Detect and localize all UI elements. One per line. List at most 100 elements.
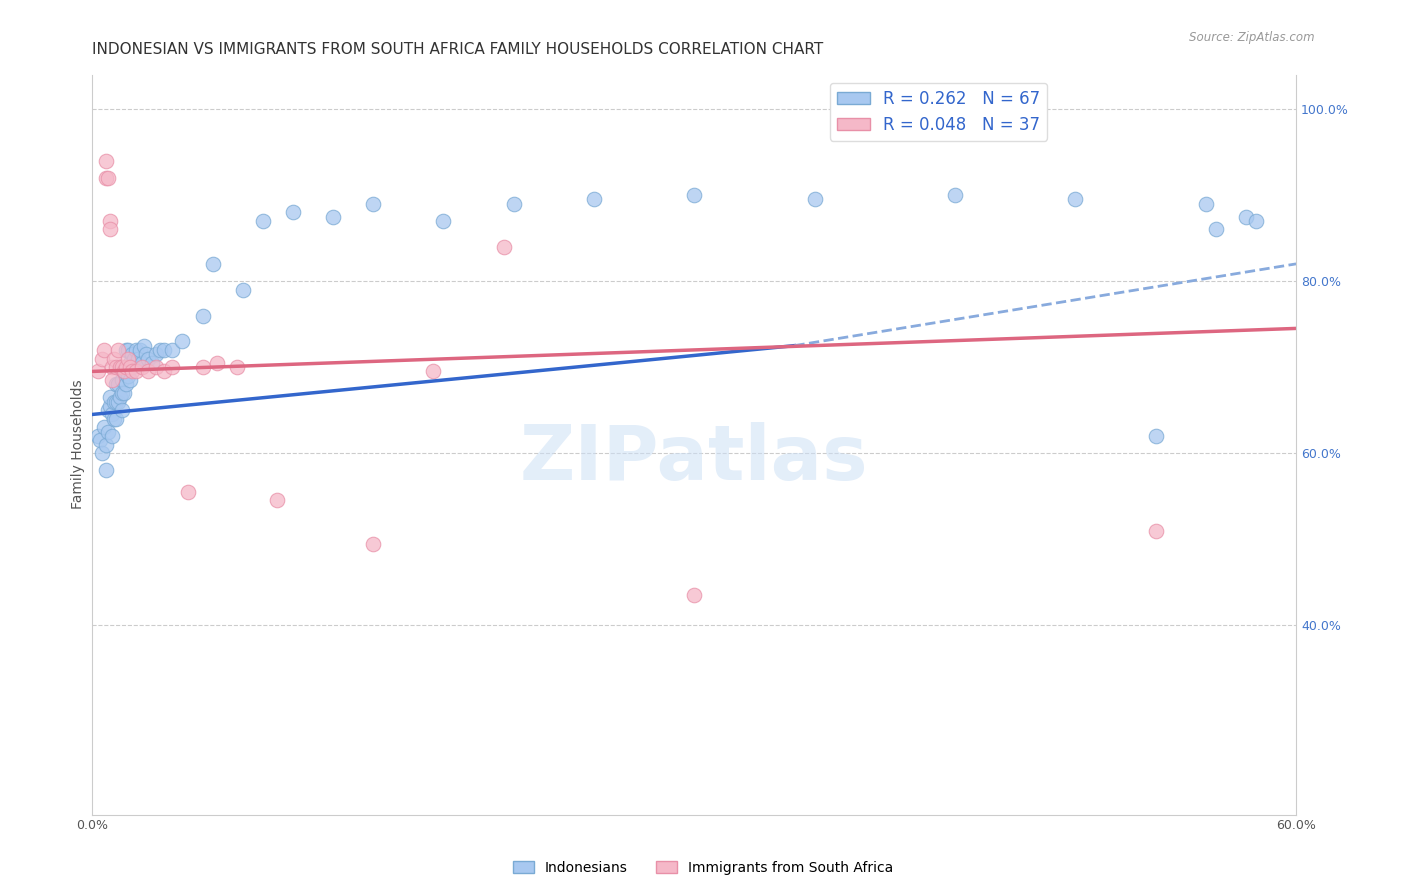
Point [1144, 429, 1167, 443]
Point [803, 192, 825, 206]
Point [101, 429, 124, 443]
Point [177, 484, 200, 499]
Point [97, 170, 120, 185]
Point [111, 403, 134, 417]
Point [93, 420, 115, 434]
Point [138, 364, 160, 378]
Point [1244, 214, 1267, 228]
Point [129, 343, 152, 357]
Point [205, 356, 228, 370]
Point [105, 411, 128, 425]
Point [117, 351, 139, 366]
Text: Source: ZipAtlas.com: Source: ZipAtlas.com [1189, 31, 1315, 45]
Point [107, 394, 129, 409]
Point [502, 196, 524, 211]
Point [131, 360, 153, 375]
Point [115, 343, 138, 357]
Point [97, 425, 120, 439]
Point [107, 377, 129, 392]
Point [422, 364, 444, 378]
Point [115, 360, 138, 375]
Point [135, 347, 157, 361]
Point [117, 368, 139, 383]
Point [252, 214, 274, 228]
Point [281, 205, 304, 219]
Point [101, 408, 124, 422]
Point [121, 347, 143, 361]
Point [96, 463, 118, 477]
Point [98, 222, 121, 236]
Point [683, 588, 706, 602]
Point [943, 188, 966, 202]
Point [112, 364, 135, 378]
Point [105, 394, 128, 409]
Point [1144, 524, 1167, 538]
Point [149, 343, 172, 357]
Point [322, 210, 344, 224]
Point [145, 347, 167, 361]
Point [96, 170, 118, 185]
Point [96, 153, 118, 168]
Point [125, 343, 148, 357]
Point [153, 364, 176, 378]
Point [93, 343, 115, 357]
Point [101, 373, 124, 387]
Point [361, 536, 384, 550]
Point [91, 446, 114, 460]
Point [111, 386, 134, 401]
Point [117, 343, 139, 357]
Point [361, 196, 384, 211]
Point [162, 343, 184, 357]
Point [110, 360, 132, 375]
Point [98, 399, 121, 413]
Point [124, 351, 146, 366]
Point [120, 360, 142, 375]
Point [225, 360, 247, 375]
Point [432, 214, 454, 228]
Point [201, 257, 224, 271]
Legend: Indonesians, Immigrants from South Africa: Indonesians, Immigrants from South Afric… [508, 855, 898, 880]
Point [103, 411, 125, 425]
Point [101, 360, 124, 375]
Text: ZIPatlas: ZIPatlas [520, 423, 869, 496]
Point [191, 360, 214, 375]
Point [582, 192, 605, 206]
Point [120, 356, 142, 370]
Point [141, 356, 163, 370]
Point [107, 343, 129, 357]
Point [91, 351, 114, 366]
Point [683, 188, 706, 202]
Point [134, 338, 156, 352]
Point [172, 334, 194, 349]
Point [105, 377, 128, 392]
Point [162, 360, 184, 375]
Point [266, 493, 288, 508]
Point [1064, 192, 1087, 206]
Point [98, 390, 121, 404]
Point [105, 360, 128, 375]
Point [110, 390, 132, 404]
Text: INDONESIAN VS IMMIGRANTS FROM SOUTH AFRICA FAMILY HOUSEHOLDS CORRELATION CHART: INDONESIAN VS IMMIGRANTS FROM SOUTH AFRI… [93, 42, 824, 57]
Point [191, 309, 214, 323]
Point [87, 364, 110, 378]
Point [89, 434, 111, 448]
Y-axis label: Family Households: Family Households [72, 380, 86, 509]
Point [153, 343, 176, 357]
Legend: R = 0.262   N = 67, R = 0.048   N = 37: R = 0.262 N = 67, R = 0.048 N = 37 [830, 83, 1047, 141]
Point [1234, 210, 1257, 224]
Point [111, 373, 134, 387]
Point [96, 437, 118, 451]
Point [103, 351, 125, 366]
Point [115, 377, 138, 392]
Point [110, 360, 132, 375]
Point [121, 360, 143, 375]
Point [112, 386, 135, 401]
Point [103, 394, 125, 409]
Point [138, 351, 160, 366]
Point [111, 360, 134, 375]
Point [1195, 196, 1218, 211]
Point [87, 429, 110, 443]
Point [120, 373, 142, 387]
Point [125, 364, 148, 378]
Point [131, 356, 153, 370]
